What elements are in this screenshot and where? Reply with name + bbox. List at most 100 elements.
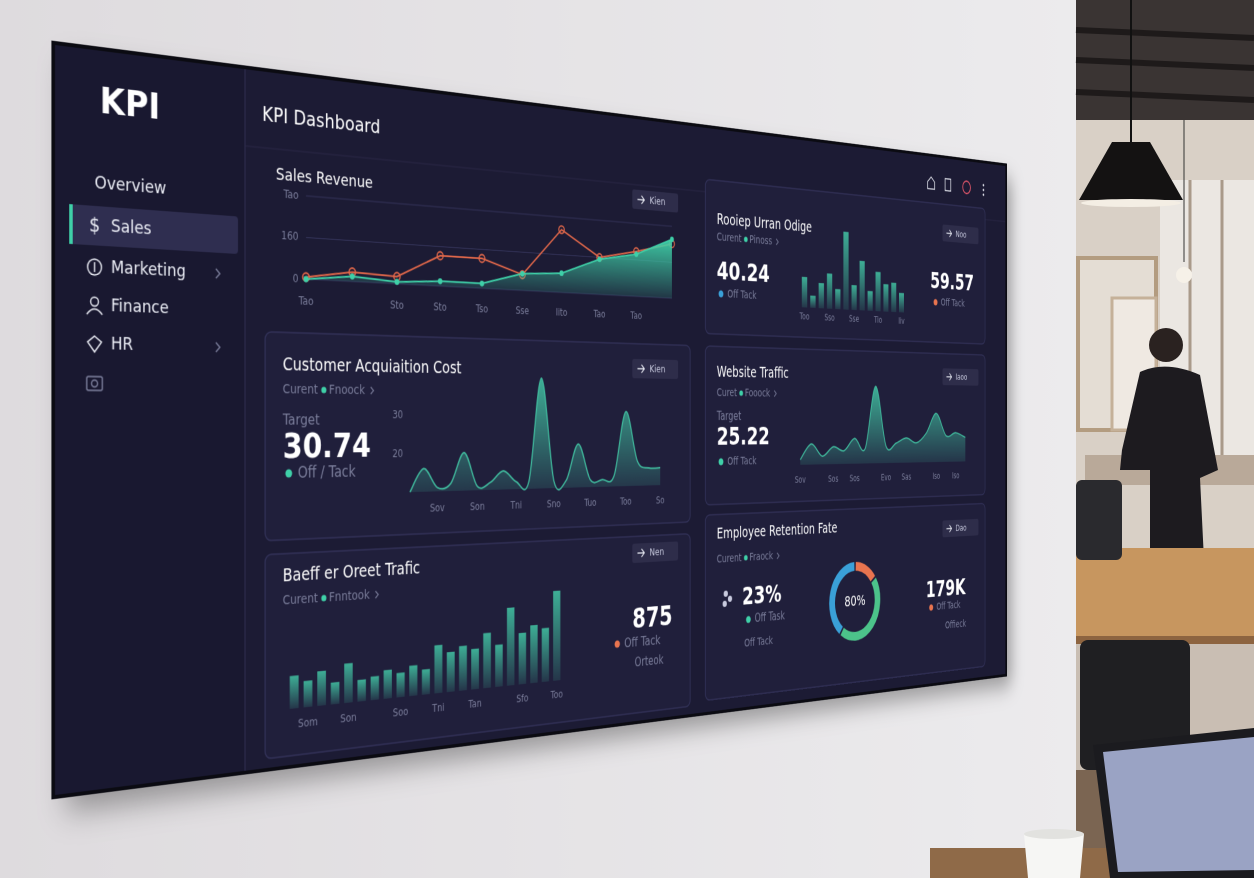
y-tick-label: 30	[392, 408, 403, 421]
metric-status: Off Task	[755, 610, 786, 625]
x-tick-label: Son	[470, 500, 485, 513]
nav-label: Marketing	[111, 258, 186, 282]
laptop-screen	[1103, 737, 1254, 872]
bar	[843, 231, 849, 310]
point	[635, 252, 638, 256]
x-tick-label: Tan	[468, 696, 482, 710]
nav-label: Sales	[111, 216, 152, 239]
bar	[421, 668, 430, 695]
metric-status: Off Tack	[624, 632, 660, 651]
nav-accent	[69, 204, 73, 245]
x-tick-label: Too	[550, 687, 563, 701]
card	[265, 534, 690, 759]
target-label: Target	[282, 411, 320, 428]
bar	[835, 288, 841, 310]
x-tick-label: Tao	[298, 293, 314, 307]
card-subtitle: Curent	[717, 552, 742, 566]
x-tick-label: Too	[619, 495, 631, 507]
lamp-glow	[1081, 199, 1181, 207]
x-tick-label: Sse	[849, 313, 859, 324]
bar	[553, 590, 561, 681]
card	[705, 179, 985, 344]
x-tick-label: Sfo	[516, 691, 528, 705]
bar	[541, 627, 550, 683]
button-label: Kien	[649, 363, 665, 375]
bar	[801, 276, 808, 308]
card	[265, 332, 690, 541]
button-label: Kien	[649, 194, 665, 207]
bar	[357, 679, 366, 702]
card-subtitle: Fraock	[749, 551, 773, 564]
bar	[875, 271, 881, 312]
card	[705, 346, 985, 505]
x-tick-label: Som	[298, 714, 318, 730]
x-tick-label: Sos	[828, 473, 838, 484]
card-title: Customer Acquiaition Cost	[283, 355, 462, 378]
bar	[446, 651, 455, 693]
card-subtitle: Fnoock	[329, 383, 365, 398]
y-tick-label: Tao	[283, 187, 299, 202]
card-title: Employee Retention Fate	[717, 520, 838, 543]
bar	[383, 669, 392, 699]
card-subtitle: Curent	[283, 383, 318, 398]
chair	[1080, 640, 1190, 770]
ceiling-beam	[1075, 27, 1254, 41]
metric-status: Off / Tack	[298, 462, 356, 481]
bar	[810, 295, 816, 309]
metric-status: Off Tack	[727, 456, 756, 469]
point	[438, 279, 441, 284]
metric-status: Off Tack	[727, 289, 756, 303]
ceiling-beam	[1075, 89, 1254, 103]
x-tick-label: Sov	[430, 501, 445, 514]
sidebar-bg	[55, 45, 246, 795]
x-tick-label: Tni	[432, 700, 445, 714]
x-tick-label: Iso	[933, 470, 940, 481]
bar	[434, 644, 443, 694]
x-tick-label: Sas	[902, 471, 912, 482]
point	[304, 277, 308, 282]
bar	[370, 675, 379, 701]
wall-display: KPI Overview $ Sales Marketing Finance HR KPI D…	[55, 45, 1005, 795]
bar	[891, 282, 897, 313]
x-tick-label: Tao	[630, 309, 642, 321]
x-tick-label: Tni	[510, 498, 522, 511]
x-tick-label: Sno	[547, 497, 561, 510]
subtitle-dot	[321, 386, 327, 394]
bar	[859, 260, 865, 311]
bar	[303, 680, 313, 708]
bar	[867, 290, 873, 311]
mug-top	[1024, 829, 1084, 839]
x-tick-label: Iito	[556, 306, 568, 319]
bar	[899, 292, 904, 313]
metric-value: 179K	[926, 574, 966, 603]
lamp-shade	[1079, 142, 1183, 200]
donut-center-label: 80%	[844, 592, 865, 611]
point	[350, 274, 354, 279]
button-label: Noo	[955, 228, 966, 239]
y-tick-label: 160	[281, 229, 298, 244]
target-label: Target	[716, 410, 741, 423]
x-tick-label: Sos	[850, 472, 860, 483]
point	[671, 237, 674, 241]
metric-status: Off Tack	[941, 297, 965, 309]
metric-value: 40.24	[717, 257, 770, 289]
bar	[530, 624, 538, 684]
x-tick-label: Sto	[434, 300, 447, 313]
person-head	[1149, 328, 1183, 362]
x-tick-label: Iiv	[898, 315, 904, 326]
button-label: Iaoo	[955, 371, 967, 381]
button-label: Nen	[649, 545, 664, 558]
x-tick-label: Tao	[593, 307, 605, 320]
point	[560, 271, 563, 275]
x-tick-label: So	[656, 494, 664, 506]
card-subtitle: Pinoss	[749, 234, 772, 248]
metric-value: 23%	[742, 580, 781, 611]
x-tick-label: Tuo	[584, 496, 597, 508]
chair	[1076, 480, 1122, 560]
x-tick-label: Sov	[795, 474, 806, 485]
point	[598, 257, 601, 261]
bar	[883, 284, 889, 312]
table	[1076, 548, 1254, 638]
metric-note: Orteok	[635, 654, 664, 670]
